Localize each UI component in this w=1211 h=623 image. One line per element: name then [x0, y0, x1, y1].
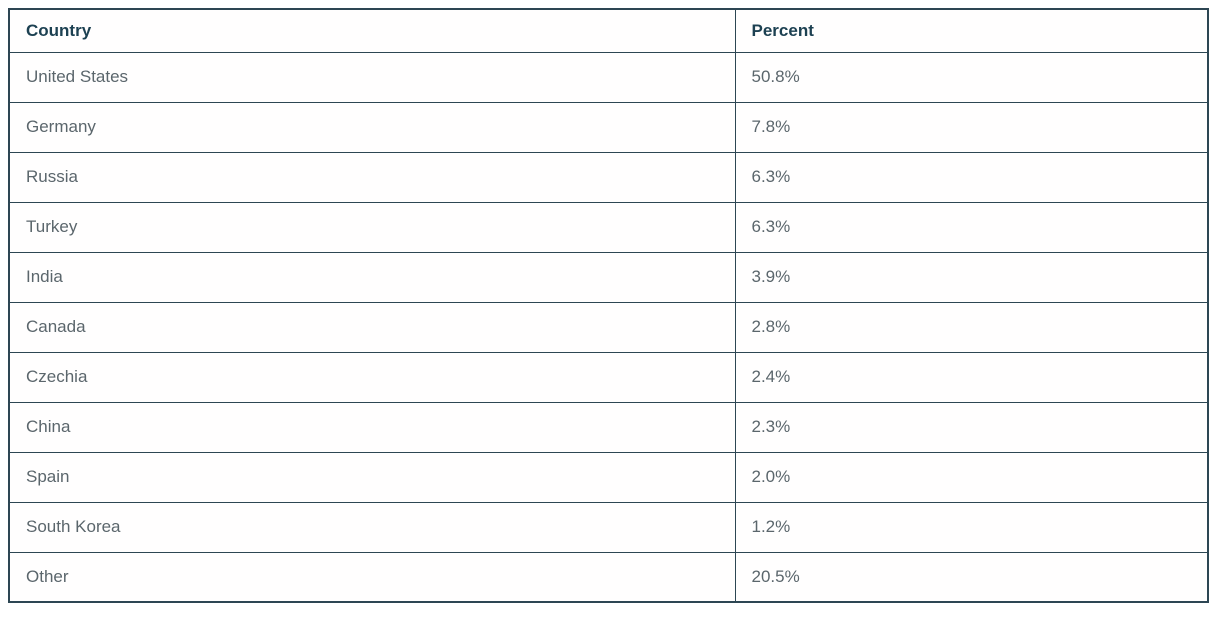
percent-cell: 6.3%	[734, 201, 1209, 253]
table-row: India 3.9%	[8, 251, 1209, 303]
percent-cell: 2.8%	[734, 301, 1209, 353]
table-row: Germany 7.8%	[8, 101, 1209, 153]
country-cell: Germany	[8, 101, 736, 153]
percent-cell: 3.9%	[734, 251, 1209, 303]
country-cell: United States	[8, 51, 736, 103]
header-row: Country Percent	[8, 8, 1209, 53]
percent-cell: 1.2%	[734, 501, 1209, 553]
table-body: United States 50.8% Germany 7.8% Russia 6.3% T…	[8, 51, 1209, 603]
table-row: Other 20.5%	[8, 551, 1209, 603]
country-cell: Canada	[8, 301, 736, 353]
table-row: China 2.3%	[8, 401, 1209, 453]
table-row: Russia 6.3%	[8, 151, 1209, 203]
table-header: Country Percent	[8, 8, 1209, 53]
column-header-percent: Percent	[734, 8, 1209, 53]
column-header-country: Country	[8, 8, 736, 53]
percent-cell: 2.0%	[734, 451, 1209, 503]
country-cell: Other	[8, 551, 736, 603]
percent-cell: 7.8%	[734, 101, 1209, 153]
country-cell: Russia	[8, 151, 736, 203]
country-cell: Turkey	[8, 201, 736, 253]
table-row: Canada 2.8%	[8, 301, 1209, 353]
percent-cell: 6.3%	[734, 151, 1209, 203]
country-cell: Czechia	[8, 351, 736, 403]
country-cell: India	[8, 251, 736, 303]
table-row: Turkey 6.3%	[8, 201, 1209, 253]
percent-cell: 20.5%	[734, 551, 1209, 603]
percent-cell: 2.4%	[734, 351, 1209, 403]
percent-cell: 50.8%	[734, 51, 1209, 103]
country-cell: Spain	[8, 451, 736, 503]
table-row: United States 50.8%	[8, 51, 1209, 103]
percent-cell: 2.3%	[734, 401, 1209, 453]
country-cell: China	[8, 401, 736, 453]
table-row: Czechia 2.4%	[8, 351, 1209, 403]
country-cell: South Korea	[8, 501, 736, 553]
country-percent-table: Country Percent United States 50.8% German…	[8, 8, 1209, 603]
table-row: South Korea 1.2%	[8, 501, 1209, 553]
table-row: Spain 2.0%	[8, 451, 1209, 503]
